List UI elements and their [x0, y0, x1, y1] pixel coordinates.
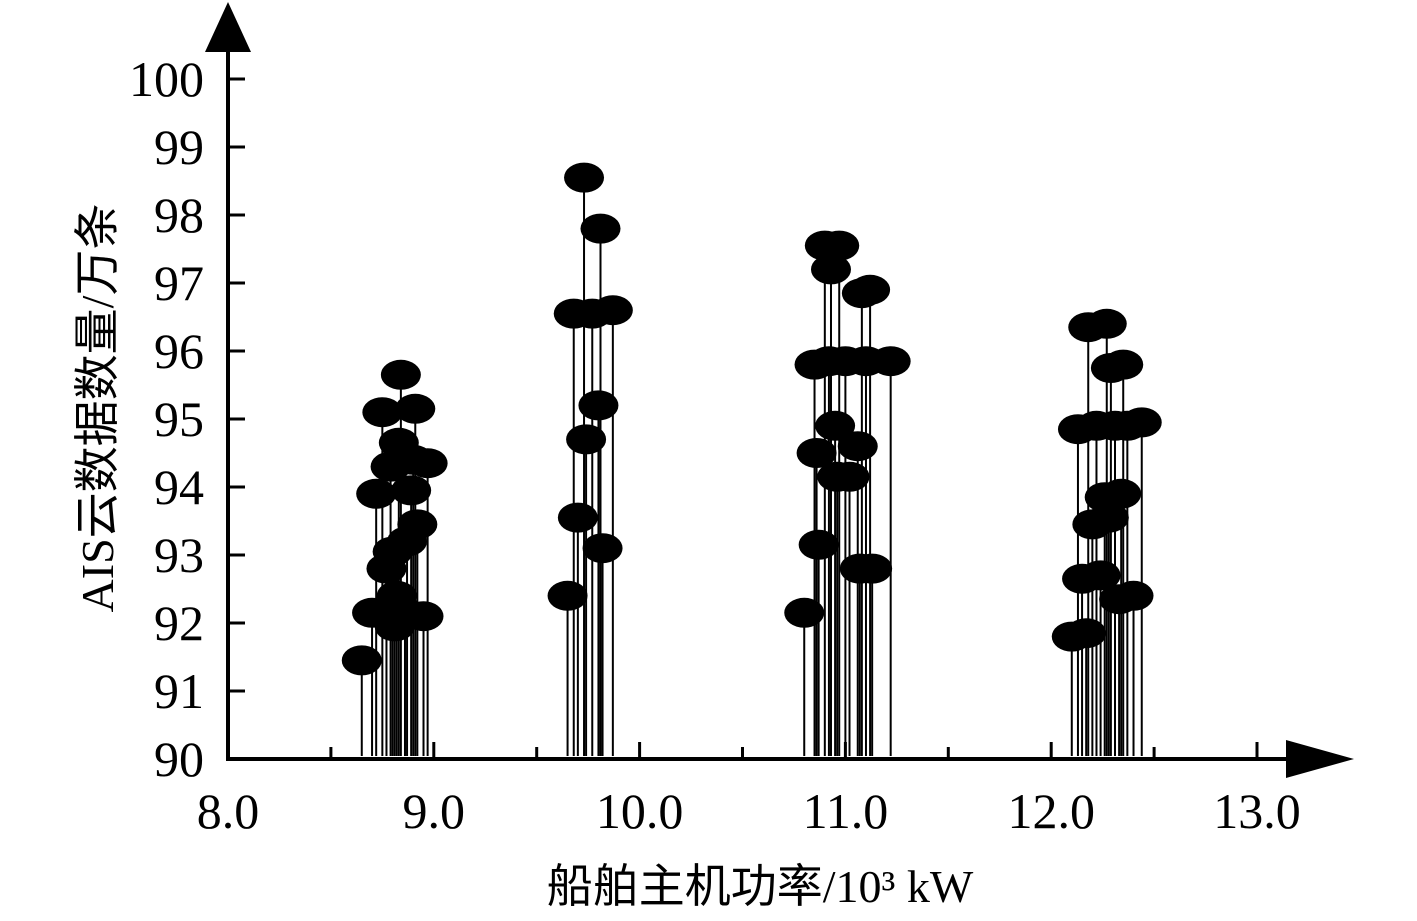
data-point	[870, 346, 911, 377]
x-tick-label: 12.0	[1007, 783, 1095, 839]
data-point	[1088, 502, 1129, 533]
y-axis-title: AIS云数据数量/万条	[72, 204, 123, 613]
data-point	[1080, 560, 1121, 591]
data-point	[819, 230, 860, 261]
axes	[205, 2, 1354, 778]
x-tick-label: 9.0	[403, 783, 466, 839]
y-tick-label: 90	[154, 731, 204, 787]
data-point	[564, 162, 605, 193]
data-point	[341, 645, 382, 676]
data-point	[1113, 580, 1154, 611]
data-point	[580, 213, 621, 244]
y-tick-label: 99	[154, 119, 204, 175]
data-point	[380, 359, 421, 390]
data-point	[395, 393, 436, 424]
y-axis-ticks: 90 91 92 93 94 95 96 97 98 99 100	[129, 51, 245, 787]
data-point	[829, 461, 870, 492]
data-point	[592, 295, 633, 326]
y-tick-label: 93	[154, 527, 204, 583]
data-point	[356, 478, 397, 509]
data-point	[582, 533, 623, 564]
data-point	[397, 509, 438, 540]
data-point	[391, 475, 432, 506]
y-tick-label: 95	[154, 391, 204, 447]
data-point	[1101, 478, 1142, 509]
y-tick-label: 97	[154, 255, 204, 311]
x-tick-label: 8.0	[197, 783, 260, 839]
data-point	[798, 529, 839, 560]
y-axis-arrow	[205, 2, 251, 52]
data-point	[837, 431, 878, 462]
x-axis-ticks: 8.0 9.0 10.0 11.0 12.0 13.0	[197, 742, 1301, 839]
x-tick-label: 11.0	[803, 783, 889, 839]
data-point	[784, 597, 825, 628]
data-point	[1121, 407, 1162, 438]
data-point	[403, 601, 444, 632]
y-tick-label: 91	[154, 663, 204, 719]
data-point	[547, 580, 588, 611]
data-point	[850, 274, 891, 305]
data-point	[796, 438, 837, 468]
data-point	[1086, 308, 1127, 339]
data-point	[578, 390, 619, 421]
y-tick-label: 96	[154, 323, 204, 379]
data-point	[1066, 618, 1107, 649]
data-point	[362, 397, 403, 428]
x-axis-arrow	[1286, 740, 1354, 778]
y-tick-label: 94	[154, 459, 204, 515]
data-point	[1103, 349, 1144, 380]
x-axis-title: 船舶主机功率/10³ kW	[547, 861, 974, 912]
y-tick-label: 92	[154, 595, 204, 651]
data-point	[566, 424, 607, 455]
data-point	[407, 448, 448, 479]
stem-lines	[360, 177, 1143, 756]
data-point	[810, 254, 851, 285]
x-tick-label: 10.0	[596, 783, 684, 839]
x-tick-label: 13.0	[1213, 783, 1301, 839]
y-tick-label: 98	[154, 187, 204, 243]
data-point	[557, 502, 598, 533]
y-tick-label: 100	[129, 51, 204, 107]
data-point	[852, 553, 893, 584]
data-point	[815, 410, 856, 441]
data-points	[341, 162, 1162, 676]
